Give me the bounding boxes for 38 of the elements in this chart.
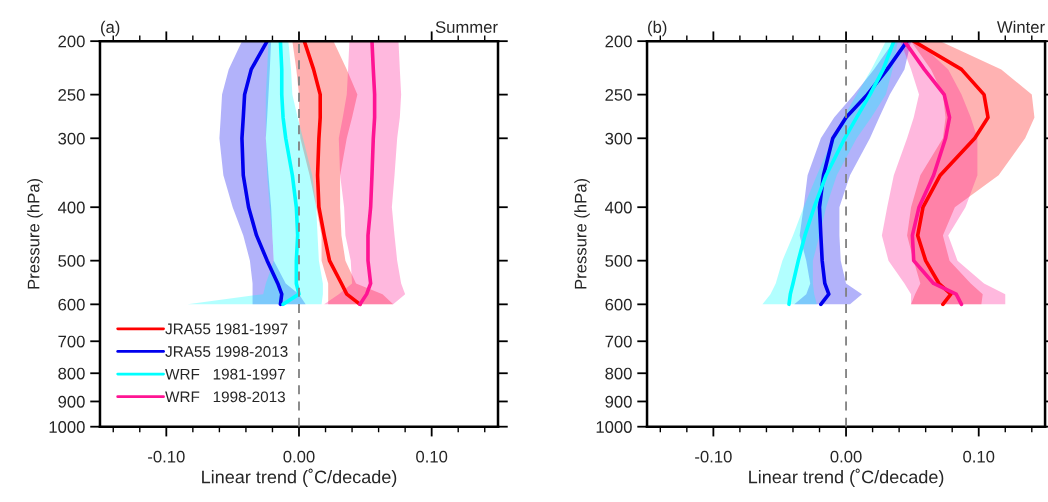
y-tick-label: 500: [58, 255, 85, 267]
chart-title: (b): [648, 20, 667, 37]
y-tick-label: 200: [58, 35, 85, 48]
x-tick-label: -0.10: [695, 450, 732, 463]
y-tick-label: 900: [605, 395, 632, 408]
y-tick-label: 1000: [49, 421, 85, 433]
y-tick-label: 1000: [596, 421, 632, 433]
x-axis-title: Linear trend (˚C/decade): [202, 468, 397, 487]
y-tick-label: 700: [58, 335, 85, 348]
y-tick-label: 700: [605, 335, 632, 348]
legend-label: WRF 1998-2013: [165, 391, 285, 403]
x-tick-label: 0.10: [963, 450, 995, 463]
legend-label: JRA55 1981-1997: [165, 323, 288, 335]
y-tick-label: 900: [58, 395, 85, 408]
legend-label: JRA55 1998-2013: [165, 346, 288, 357]
legend-label: WRF 1981-1997: [165, 368, 285, 380]
y-tick-label: 250: [58, 89, 85, 101]
y-tick-label: 800: [58, 367, 85, 380]
y-axis-title: Pressure (hPa): [27, 178, 43, 289]
y-tick-label: 250: [605, 89, 632, 101]
y-tick-label: 800: [605, 367, 632, 380]
chart-subtitle: Summer: [435, 21, 498, 33]
y-tick-label: 200: [605, 35, 632, 48]
y-tick-label: 600: [58, 298, 85, 311]
y-tick-label: 600: [605, 298, 632, 311]
y-tick-label: 400: [57, 201, 85, 214]
x-axis-title: Linear trend (˚C/decade): [749, 468, 944, 487]
x-tick-label: 0.00: [283, 450, 315, 463]
y-tick-label: 400: [605, 201, 632, 214]
x-tick-label: 0.10: [416, 450, 448, 463]
y-tick-label: 300: [58, 132, 85, 145]
x-tick-label: 0.00: [830, 450, 862, 463]
chart-title: (a): [101, 20, 120, 37]
chart-subtitle: Winter: [996, 20, 1045, 33]
y-axis-title: Pressure (hPa): [574, 178, 590, 289]
y-tick-label: 300: [605, 132, 632, 145]
x-tick-label: -0.10: [148, 450, 185, 463]
y-tick-label: 500: [605, 255, 632, 267]
